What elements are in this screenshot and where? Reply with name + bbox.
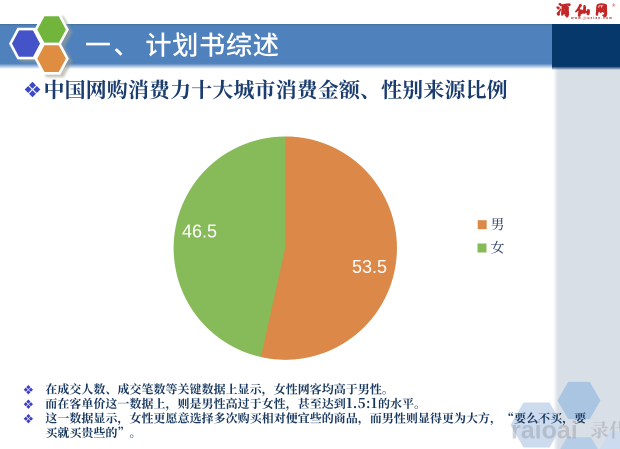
svg-text:www.jiuxian.com: www.jiuxian.com [570, 16, 612, 20]
svg-text:53.5: 53.5 [352, 257, 387, 277]
svg-text:®: ® [612, 2, 616, 8]
svg-text:46.5: 46.5 [182, 222, 217, 242]
